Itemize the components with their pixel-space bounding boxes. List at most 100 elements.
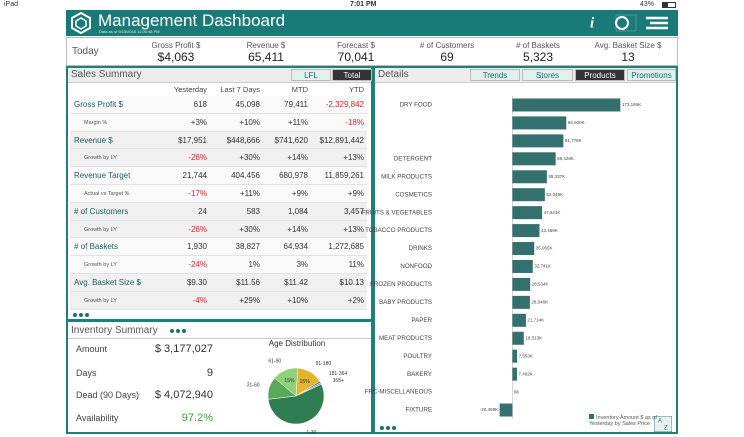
cell: 21,744 [182,171,207,181]
svg-text:Z: Z [664,426,668,432]
cell: +3% [190,117,207,127]
cell: +30% [239,153,260,163]
battery-fill [663,3,668,7]
cell: 45,098 [235,100,260,109]
kpi-value: $4,063 [157,50,195,64]
column-header: MTD [291,85,308,94]
table-row: Revenue $ $17,951 $448,666 $741,620 $12,891,… [70,131,367,150]
kpi-label: # of Customers [419,41,475,50]
cell: +11% [287,117,308,127]
cell: +30% [239,224,260,234]
table-row: Growth by LY -24% 1% 3% 11% [70,256,367,274]
kpi-label: # of Baskets [515,41,561,50]
cell: 404,456 [231,171,260,181]
tab[interactable]: Total [332,69,372,81]
sub-row-label: Growth by LY [84,262,117,269]
kpi-label: Avg. Basket Size $ [594,41,662,50]
tab[interactable]: Stores [522,69,573,81]
legend: Inventory Amount $ as of Yesterday by Sa… [589,414,657,427]
row-label: # of Baskets [74,242,119,252]
cell: 38,827 [235,242,260,252]
cell: 3,457 [343,206,364,216]
sub-row-label: Growth by LY [84,155,117,162]
item-value: $ 4,072,940 [154,389,213,401]
cell: 3% [296,260,308,270]
sales-summary-panel: Sales Summary LFL Total Yesterday Last 7 Da… [66,66,373,321]
cell: 11% [348,260,364,270]
sub-row-label: Growth by LY [84,226,117,233]
cell: 1,084 [287,206,308,216]
battery-level: 43% [640,1,655,8]
cell: +11% [239,189,260,198]
panel-title: Sales Summary [71,69,142,80]
cell: 1,930 [186,242,207,252]
item-label: Dead (90 Days) [76,390,140,400]
cell: -4% [192,295,207,305]
tab[interactable]: Promotions [627,69,676,81]
table-row: Growth by LY -26% +30% +14% +13% [70,220,367,239]
inventory-summary-panel: Inventory Summary Amount $ 3,177,027 Days 9… [66,320,373,434]
divider [68,338,371,339]
kpi-value: 70,041 [337,50,375,64]
cell: $12,891,442 [319,135,365,145]
clock: 7:01 PM [350,1,377,8]
column-header: Yesterday [173,85,207,94]
table-row: Margin % +3% +10% +11% -18% [70,113,367,132]
sort-icon[interactable]: AZ [654,416,672,432]
panel-title: Details [378,69,409,80]
row-label: Revenue $ [74,135,113,145]
table-row: # of Baskets 1,930 38,827 64,934 1,272,685 [70,238,367,257]
device-name: iPad [4,1,19,8]
cell: 680,978 [279,171,308,181]
table-row: # of Customers 24 583 1,084 3,457 [70,202,367,221]
row-label: Revenue Target [74,171,131,181]
cell: +29% [239,295,260,305]
cell: $9.30 [186,278,207,287]
kpi-value: 5,323 [522,50,554,64]
data-timestamp: Data as of 9/15/2016 11:00:48 PM [99,29,160,34]
kpi-value: 65,411 [248,50,284,64]
cell: -2,329,842 [325,100,364,109]
kpi-value: 69 [440,50,454,64]
more-dots[interactable] [72,312,94,318]
kpi-label: Forecast $ [337,41,375,50]
cell: -26% [188,153,207,163]
column-header: YTD [349,85,364,94]
panel-title: Inventory Summary [71,325,158,336]
kpi-label: Revenue $ [246,41,286,50]
table-row: Avg. Basket Size $ $9.30 $11.56 $11.42 $10.1… [70,274,367,292]
cell: -18% [345,117,364,127]
tab[interactable]: Trends [470,69,520,81]
header-icons[interactable]: i [584,14,674,32]
sub-row-label: Growth by LY [84,297,117,304]
sub-row-label: Margin % [84,119,108,126]
cell: -26% [188,224,207,234]
kpi-label: Gross Profit $ [151,41,201,50]
legend-swatch [589,414,594,419]
tab[interactable]: Products [575,69,625,81]
logo [71,12,91,34]
cell: 24 [198,206,207,216]
item-label: Availability [76,413,119,423]
cell: +10% [287,295,308,305]
today-label: Today [72,46,99,57]
cell: $17,951 [178,135,207,145]
cell: 1,272,685 [328,242,364,252]
cell: +13% [343,153,364,163]
cell: $11.42 [284,278,308,287]
more-dots[interactable] [169,328,191,334]
tab[interactable]: LFL [291,69,331,81]
row-label: Gross Profit $ [74,100,123,109]
cell: 64,934 [283,242,308,252]
more-dots[interactable] [379,425,401,431]
cell: +10% [239,117,260,127]
item-value: $ 3,177,027 [154,343,213,355]
cell: 1% [248,260,260,270]
table-row: Growth by LY -26% +30% +14% +13% [70,149,367,168]
kpi-value: 13 [621,50,635,64]
header-bar: Management Dashboard Data as of 9/15/201… [66,10,678,36]
cell: +14% [287,224,308,234]
cell: +2% [347,295,364,305]
legend-text: Inventory Amount $ as of Yesterday by Sa… [589,415,657,427]
